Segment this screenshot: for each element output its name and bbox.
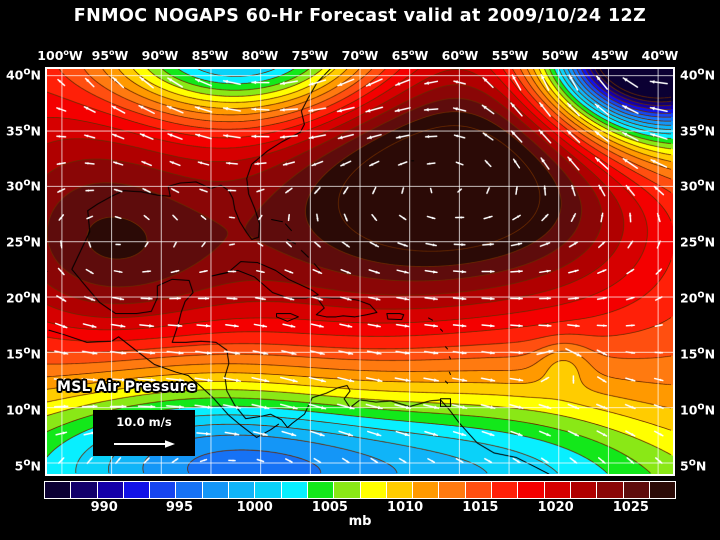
- lon-tick-label: 45oW: [591, 48, 629, 64]
- lat-tick-label-left: 35oN: [5, 121, 41, 139]
- lat-tick-label-left: 5oN: [14, 456, 41, 474]
- lat-tick-label-right: 15oN: [680, 344, 716, 362]
- lat-tick-label-left: 25oN: [5, 232, 41, 250]
- wind-scale-legend: 10.0 m/s: [93, 410, 195, 456]
- colorbar-segment: [202, 482, 230, 498]
- colorbar-segment: [518, 482, 545, 498]
- lon-tick-label: 90oW: [141, 48, 179, 64]
- colorbar-segment: [281, 482, 308, 498]
- colorbar-unit-label: mb: [348, 514, 372, 529]
- colorbar-segment: [334, 482, 361, 498]
- colorbar-segment: [386, 482, 414, 498]
- colorbar-segment: [97, 482, 124, 498]
- page-title: FNMOC NOGAPS 60-Hr Forecast valid at 200…: [73, 6, 647, 26]
- colorbar-segment: [176, 482, 203, 498]
- colorbar-segment: [123, 482, 151, 498]
- lon-tick-label: 75oW: [291, 48, 329, 64]
- lon-tick-label: 70oW: [341, 48, 379, 64]
- colorbar-segment: [649, 482, 676, 498]
- colorbar-segment: [439, 482, 466, 498]
- lat-tick-label-left: 10oN: [5, 400, 41, 418]
- colorbar-tick-label: 1025: [612, 500, 649, 515]
- pressure-colorbar[interactable]: [44, 481, 676, 499]
- lat-tick-label-left: 20oN: [5, 288, 41, 306]
- colorbar-segment: [597, 482, 624, 498]
- field-label: MSL Air Pressure: [57, 379, 197, 395]
- lat-tick-label-right: 5oN: [680, 456, 707, 474]
- lon-tick-label: 40oW: [641, 48, 679, 64]
- lat-tick-label-left: 15oN: [5, 344, 41, 362]
- lon-tick-label: 95oW: [91, 48, 129, 64]
- colorbar-tick-label: 995: [165, 500, 193, 515]
- colorbar-segment: [360, 482, 387, 498]
- colorbar-segment: [544, 482, 571, 498]
- map-plot-area[interactable]: MSL Air Pressure 10.0 m/s: [45, 67, 675, 476]
- colorbar-segment: [229, 482, 256, 498]
- lat-tick-label-right: 20oN: [680, 288, 716, 306]
- lat-tick-label-right: 30oN: [680, 176, 716, 195]
- wind-arrow-icon: [114, 440, 175, 448]
- lat-tick-label-right: 10oN: [680, 400, 716, 418]
- colorbar-segment: [570, 482, 598, 498]
- colorbar-segment: [255, 482, 282, 498]
- colorbar-segment: [492, 482, 519, 498]
- colorbar-tick-label: 1020: [537, 500, 574, 515]
- colorbar-segment: [150, 482, 177, 498]
- colorbar-segment: [45, 482, 72, 498]
- lat-tick-label-left: 30oN: [5, 176, 41, 195]
- lon-tick-label: 100oW: [37, 48, 83, 64]
- colorbar-segment: [413, 482, 440, 498]
- lon-tick-label: 55oW: [491, 48, 529, 64]
- lon-tick-label: 65oW: [391, 48, 429, 64]
- lat-tick-label-right: 25oN: [680, 232, 716, 250]
- colorbar-tick-label: 1005: [311, 500, 348, 515]
- colorbar-tick-label: 990: [90, 500, 118, 515]
- lon-tick-label: 60oW: [441, 48, 479, 64]
- pressure-field-canvas: [47, 69, 673, 474]
- lat-tick-label-right: 40oN: [680, 65, 716, 83]
- lat-tick-label-left: 40oN: [5, 65, 41, 83]
- colorbar-segment: [465, 482, 493, 498]
- colorbar-tick-label: 1015: [462, 500, 499, 515]
- colorbar-tick-label: 1010: [387, 500, 424, 515]
- colorbar-tick-label: 1000: [236, 500, 273, 515]
- colorbar-segment: [307, 482, 335, 498]
- colorbar-segment: [71, 482, 98, 498]
- lon-tick-label: 85oW: [191, 48, 229, 64]
- wind-scale-label: 10.0 m/s: [116, 415, 172, 429]
- lon-tick-label: 80oW: [241, 48, 279, 64]
- colorbar-segment: [623, 482, 650, 498]
- lon-tick-label: 50oW: [541, 48, 579, 64]
- lat-tick-label-right: 35oN: [680, 121, 716, 139]
